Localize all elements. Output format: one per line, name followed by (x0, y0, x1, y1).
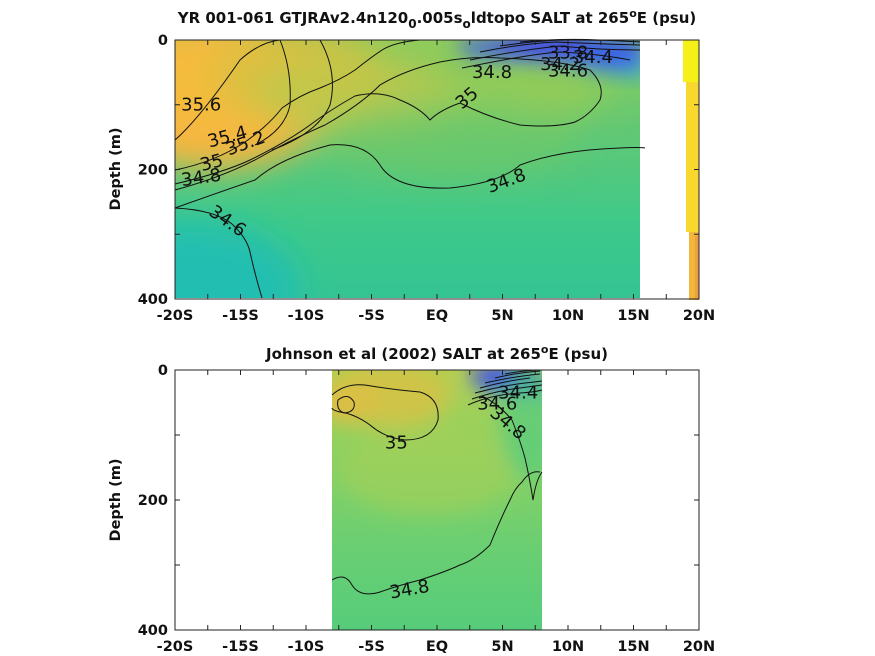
contour-label: 34.4 (498, 382, 538, 403)
chart-title: Johnson et al (2002) SALT at 265oE (psu) (265, 343, 608, 363)
contour-label: 34.8 (472, 62, 512, 83)
x-tick-label: 15N (617, 639, 649, 655)
contour-label: 35 (385, 432, 408, 453)
x-tick-label: 15N (617, 308, 649, 324)
y-axis-title: Depth (m) (108, 128, 124, 211)
axes-top: -20S -15S -10S -5S EQ 5N 10N 15N 20N 0 200 400 (138, 33, 715, 324)
x-tick-label: -15S (222, 639, 259, 655)
y-tick-label: 400 (138, 623, 168, 639)
x-tick-label: 10N (552, 639, 584, 655)
contour-label: 33.8 (548, 42, 588, 63)
x-tick-label: EQ (426, 639, 448, 655)
y-tick-label: 400 (138, 292, 168, 308)
x-tick-label: EQ (426, 308, 448, 324)
x-tick-label: 10N (552, 308, 584, 324)
x-tick-label: 20N (683, 639, 715, 655)
x-tick-label: 20N (683, 308, 715, 324)
x-tick-label: -5S (358, 308, 385, 324)
contour-label: 34.6 (477, 393, 517, 414)
y-tick-label: 0 (158, 363, 168, 379)
x-tick-label: -15S (222, 308, 259, 324)
x-tick-label: -20S (157, 308, 194, 324)
axes-bottom: -20S -15S -10S -5S EQ 5N 10N 15N 20N 0 200 400 (138, 363, 715, 655)
x-tick-label: -10S (288, 308, 325, 324)
panel-model-salinity: 35.635.435.23534.834.63534.834.833.834.2… (174, 38, 699, 300)
x-tick-label: -10S (288, 639, 325, 655)
salinity-field (332, 370, 542, 630)
contour-label: 34.2 (540, 54, 580, 75)
x-tick-label: -20S (157, 639, 194, 655)
contour-lines (331, 369, 543, 595)
y-tick-label: 0 (158, 33, 168, 49)
contour-label: 34.6 (548, 61, 588, 82)
y-tick-label: 200 (138, 493, 168, 509)
chart-title: YR 001-061 GTJRAv2.4n1200.005soldtopo SA… (177, 7, 697, 31)
y-axis-title: Depth (m) (108, 459, 124, 542)
x-tick-label: -5S (358, 639, 385, 655)
edge-strip (683, 40, 699, 300)
contour-labels: 35.635.435.23534.834.63534.834.833.834.2… (180, 42, 613, 241)
x-tick-label: 5N (491, 308, 513, 324)
y-tick-label: 200 (138, 163, 168, 179)
x-tick-label: 5N (491, 639, 513, 655)
contour-label: 35.6 (181, 94, 221, 115)
contour-label: 34.4 (573, 47, 613, 68)
